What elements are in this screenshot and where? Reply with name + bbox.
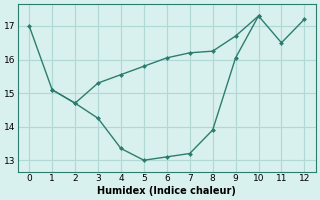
X-axis label: Humidex (Indice chaleur): Humidex (Indice chaleur) [97,186,236,196]
